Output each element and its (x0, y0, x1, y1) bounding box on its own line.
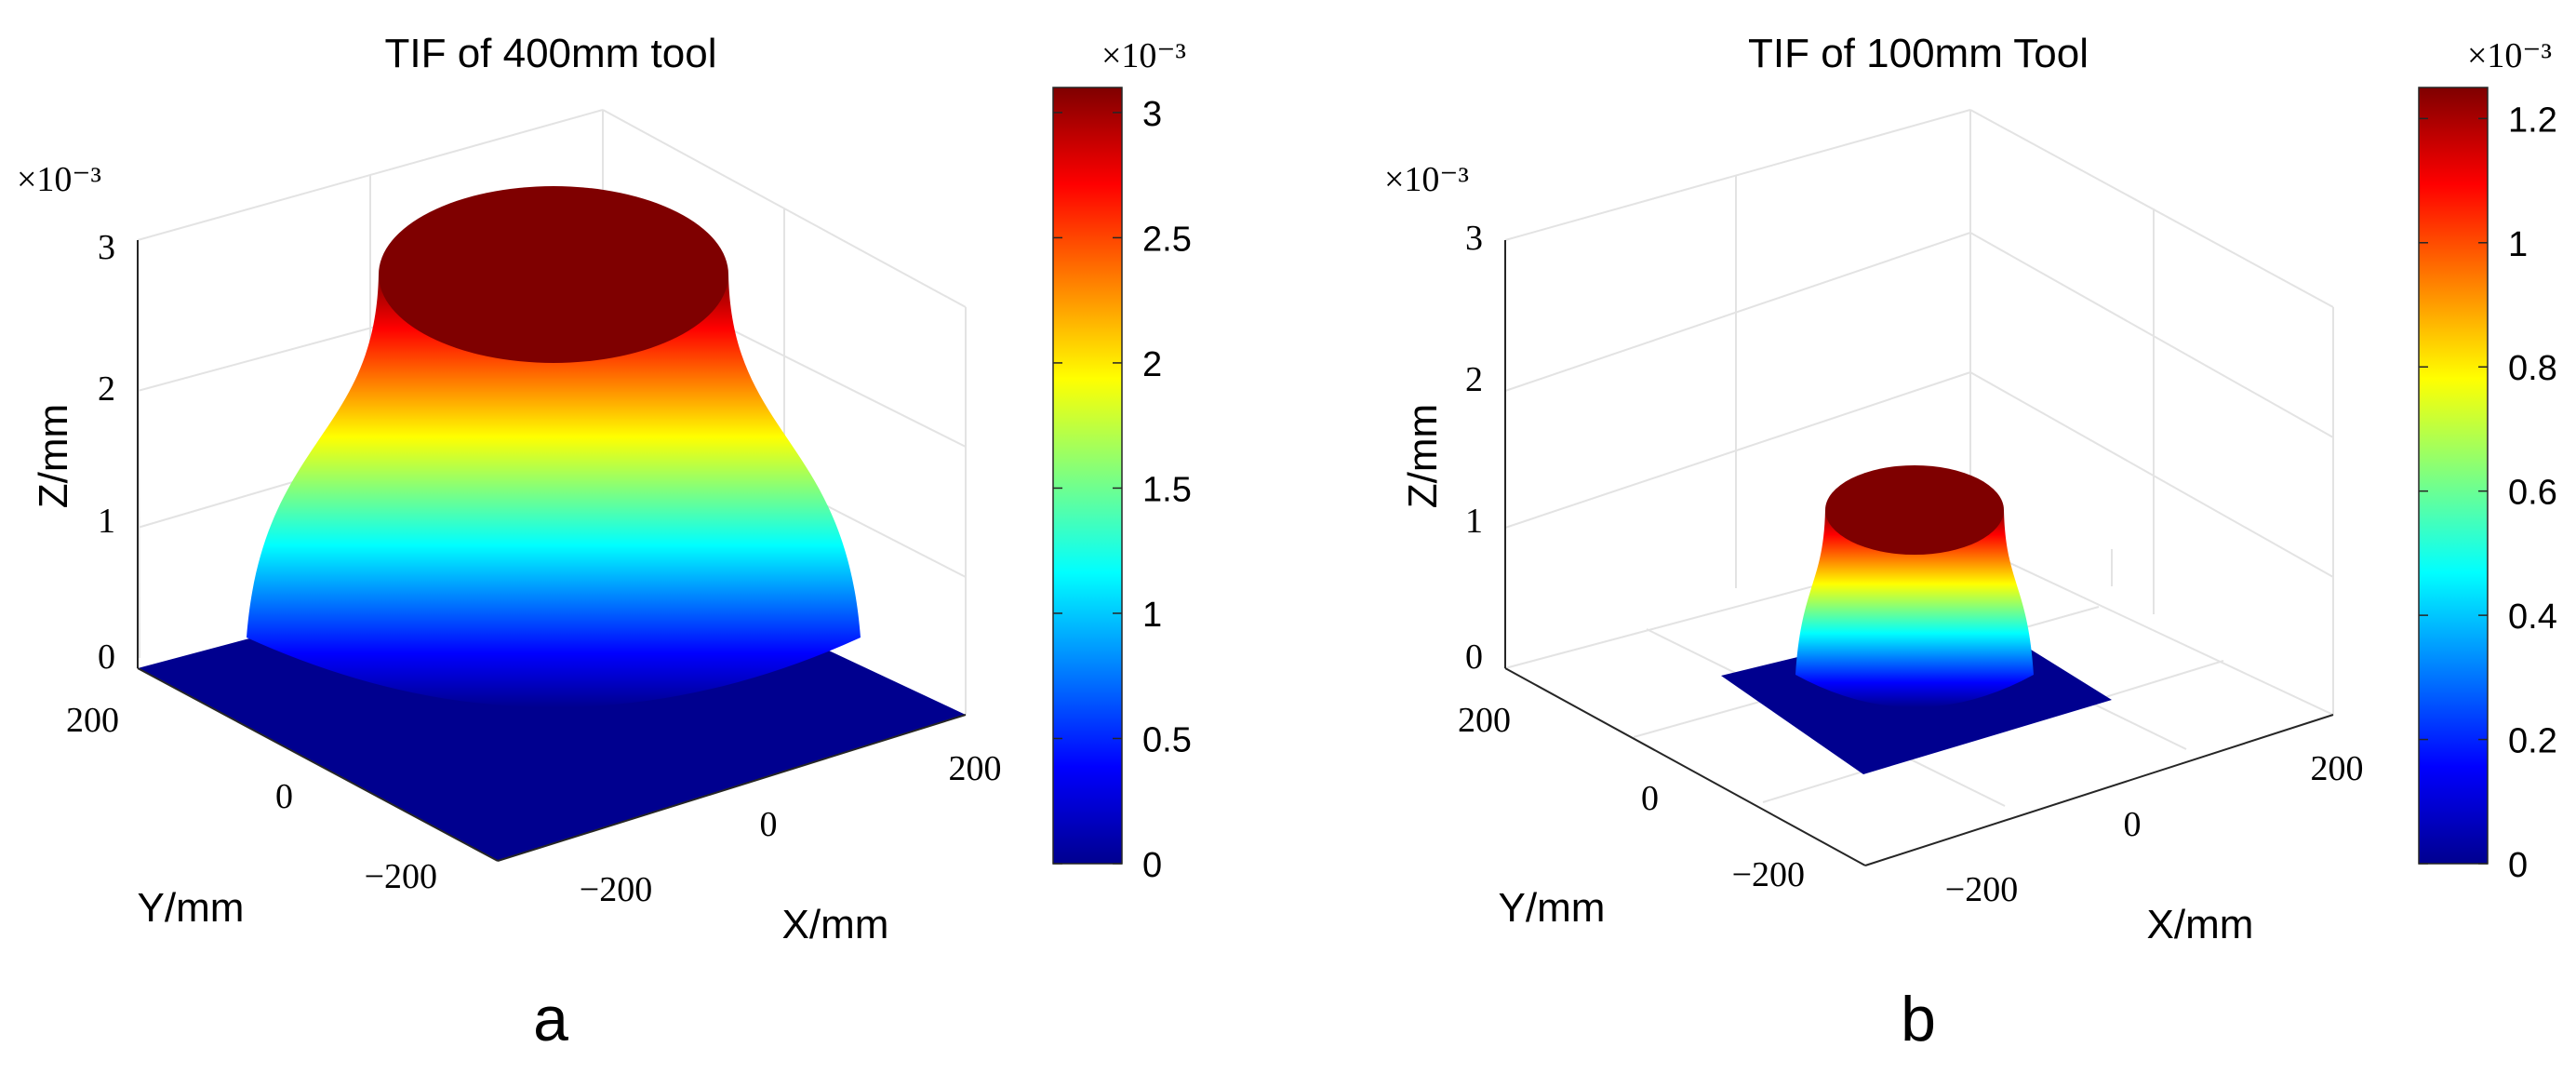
panel-a-tif-surface (247, 275, 861, 707)
z-tick-label: 1 (1465, 502, 1483, 541)
x-tick-label: 200 (949, 749, 1002, 788)
x-axis-line (497, 714, 967, 862)
y-tick-label: 0 (275, 777, 293, 816)
colorbar-ticks: 0 0.5 1 1.5 2 2.5 3 (1053, 95, 1192, 885)
colorbar-tick-label: 0.4 (2508, 597, 2557, 637)
colorbar-exponent: ×10⁻³ (1101, 36, 1186, 75)
colorbar-tick-label: 1.5 (1142, 470, 1192, 509)
colorbar-tick-label: 1 (2508, 225, 2528, 264)
grid-line (1969, 109, 2334, 308)
z-tick-label: 2 (98, 369, 115, 409)
colorbar-gradient (1052, 87, 1123, 865)
x-tick-label: 200 (2311, 749, 2364, 788)
colorbar-tick-label: 0.8 (2508, 349, 2557, 388)
panel-b-ylabel: Y/mm (1499, 885, 1606, 931)
x-tick-label: −200 (580, 870, 652, 909)
grid-line (1504, 371, 1971, 529)
panel-b-zlabel: Z/mm (1400, 404, 1446, 508)
panel-b: TIF of 100mm Tool ×10 (1384, 31, 2557, 1054)
y-axis-line (1504, 667, 1866, 866)
z-tick-label: 0 (98, 638, 115, 677)
grid-line (1504, 109, 1971, 241)
panel-b-tif-surface (1795, 510, 2034, 707)
panel-a-title: TIF of 400mm tool (384, 31, 716, 76)
y-tick-label: −200 (365, 857, 437, 896)
colorbar-ticks: 0 0.2 0.4 0.6 0.8 1 1.2 (2419, 101, 2557, 885)
z-tick-label: 1 (98, 502, 115, 541)
panel-b-colorbar: ×10⁻³ 0 0.2 0.4 0.6 0.8 1 1.2 (2418, 36, 2557, 885)
y-tick-label: 200 (66, 701, 119, 740)
grid-line (1969, 232, 2334, 438)
colorbar-tick-label: 2.5 (1142, 220, 1192, 259)
z-tick-label: 0 (1465, 638, 1483, 677)
colorbar-tick-label: 0 (1142, 846, 1162, 885)
grid-line (1504, 232, 1971, 392)
y-tick-label: 200 (1458, 701, 1511, 740)
panel-a-colorbar: ×10⁻³ 0 0.5 1 1.5 2 2.5 3 (1052, 36, 1192, 885)
x-tick-label: 0 (2124, 805, 2142, 844)
colorbar-tick-label: 3 (1142, 95, 1162, 134)
colorbar-tick-label: 2 (1142, 345, 1162, 384)
panel-a-tif-top (379, 186, 728, 363)
panel-a-xlabel: X/mm (782, 902, 889, 947)
colorbar-tick-label: 1 (1142, 596, 1162, 635)
colorbar-tick-label: 0.2 (2508, 722, 2557, 761)
panel-a: TIF of 400mm tool ×10⁻³ 0 1 2 3 Z/mm 2 0 (17, 31, 1192, 1054)
colorbar-exponent: ×10⁻³ (2467, 36, 2552, 75)
y-tick-label: 0 (1641, 779, 1659, 818)
grid-line (1969, 371, 2334, 578)
panel-b-title: TIF of 100mm Tool (1748, 31, 2089, 76)
panel-b-xlabel: X/mm (2147, 902, 2254, 947)
panel-a-label: a (533, 984, 568, 1054)
y-axis-line (137, 667, 499, 862)
panel-b-z-exponent: ×10⁻³ (1384, 160, 1469, 199)
panel-a-axes (137, 240, 967, 862)
panel-a-z-exponent: ×10⁻³ (17, 160, 101, 199)
z-tick-label: 2 (1465, 360, 1483, 399)
panel-b-label: b (1901, 984, 1936, 1054)
panel-b-axes (1504, 240, 2334, 866)
panel-a-ylabel: Y/mm (138, 885, 245, 931)
x-axis-line (1864, 714, 2334, 866)
panel-b-tif-top (1825, 465, 2004, 555)
panel-a-zlabel: Z/mm (31, 404, 76, 508)
x-tick-label: 0 (760, 805, 778, 844)
colorbar-tick-label: 1.2 (2508, 101, 2557, 140)
colorbar-tick-label: 0.6 (2508, 474, 2557, 513)
colorbar-tick-label: 0 (2508, 846, 2528, 885)
colorbar-tick-label: 0.5 (1142, 720, 1192, 759)
z-tick-label: 3 (98, 228, 115, 267)
colorbar-gradient (2418, 87, 2489, 865)
y-tick-label: −200 (1732, 855, 1805, 894)
x-tick-label: −200 (1945, 870, 2018, 909)
grid-line (1969, 544, 2334, 716)
z-tick-label: 3 (1465, 219, 1483, 258)
